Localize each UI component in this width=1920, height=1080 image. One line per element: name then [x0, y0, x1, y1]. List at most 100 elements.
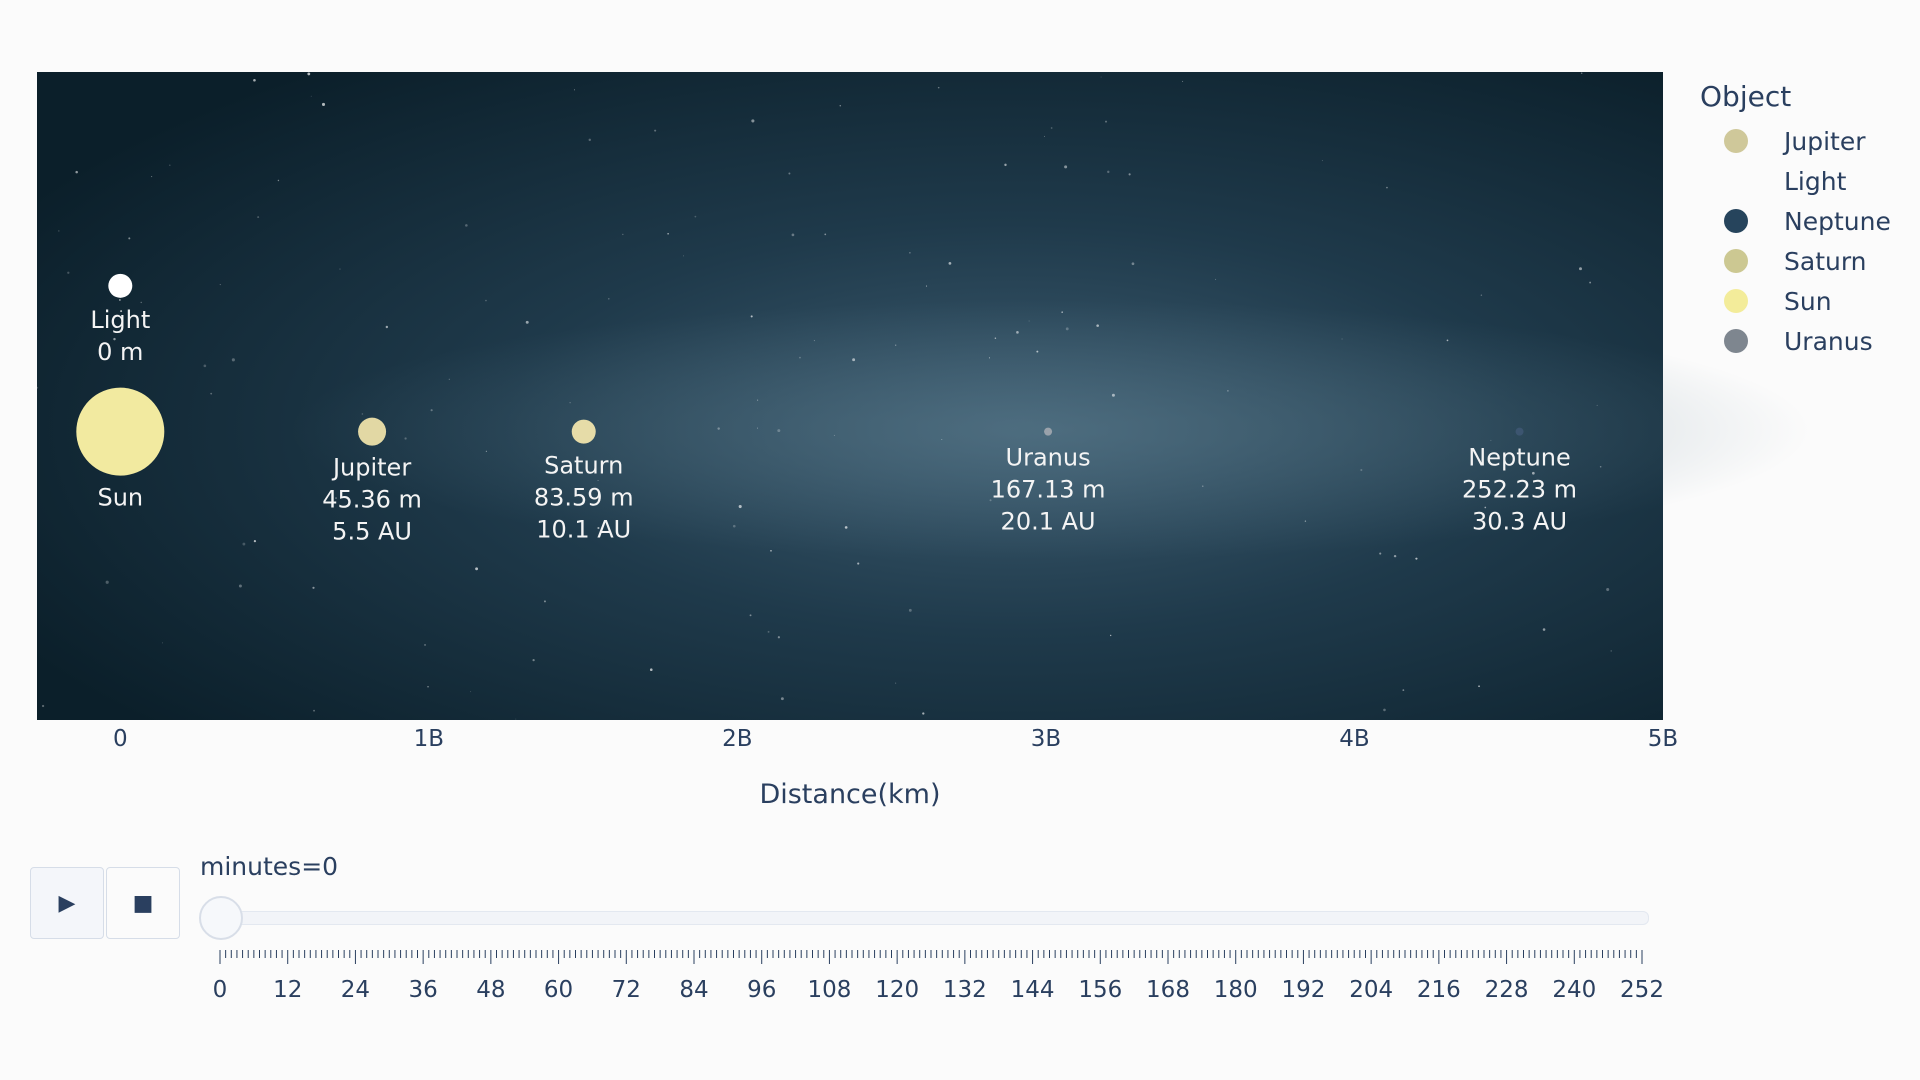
star-decoration [119, 299, 121, 301]
star-decoration [895, 682, 897, 684]
star-decoration [1004, 163, 1007, 167]
star-decoration [161, 642, 163, 644]
legend-item-label: Uranus [1784, 326, 1873, 356]
star-decoration [941, 438, 943, 441]
legend-item-saturn[interactable]: Saturn [1700, 241, 1891, 281]
star-decoration [339, 268, 341, 270]
slider-tick-label: 60 [544, 977, 573, 1003]
star-decoration [1379, 552, 1382, 555]
legend-title: Object [1700, 80, 1792, 113]
data-point-neptune[interactable] [1515, 427, 1524, 436]
legend-swatch [1724, 209, 1748, 233]
legend-swatch [1724, 169, 1748, 193]
star-decoration [253, 540, 257, 543]
point-label-uranus: 167.13 m [991, 476, 1106, 504]
star-decoration [385, 325, 389, 329]
star-decoration [994, 337, 997, 339]
star-decoration [1490, 439, 1492, 441]
point-label-saturn: 10.1 AU [536, 516, 631, 544]
star-decoration [852, 358, 856, 362]
star-decoration [128, 237, 131, 240]
star-decoration [525, 320, 529, 324]
slider-tick-label: 192 [1281, 977, 1325, 1003]
star-decoration [321, 102, 326, 106]
play-button[interactable]: ▶ [30, 867, 104, 939]
point-label-saturn: Saturn [544, 452, 623, 480]
point-group-saturn: Saturn 83.59 m 10.1 AU [534, 419, 634, 544]
data-point-light[interactable] [108, 273, 133, 298]
slider-rail[interactable] [205, 911, 1649, 925]
star-decoration [1480, 294, 1483, 296]
star-decoration [757, 399, 759, 401]
slider-tick-label: 12 [273, 977, 302, 1003]
star-decoration [210, 392, 213, 395]
star-decoration [465, 224, 468, 227]
star-decoration [683, 255, 684, 257]
data-point-uranus[interactable] [1044, 427, 1053, 436]
star-decoration [749, 614, 752, 617]
star-decoration [335, 497, 337, 499]
legend-item-jupiter[interactable]: Jupiter [1700, 121, 1891, 161]
slider-tick-label: 120 [875, 977, 919, 1003]
star-decoration [1064, 165, 1068, 169]
legend-item-light[interactable]: Light [1700, 161, 1891, 201]
legend-item-sun[interactable]: Sun [1700, 281, 1891, 321]
star-decoration [751, 119, 755, 123]
legend-item-uranus[interactable]: Uranus [1700, 321, 1891, 361]
star-decoration [1321, 159, 1324, 162]
data-point-jupiter[interactable] [358, 417, 387, 446]
point-label-light: 0 m [97, 338, 143, 366]
star-decoration [839, 104, 842, 107]
x-axis-title: Distance(km) [759, 779, 940, 810]
data-point-saturn[interactable] [571, 419, 596, 444]
star-decoration [1128, 173, 1131, 176]
star-decoration [105, 580, 109, 584]
point-label-jupiter: 45.36 m [322, 486, 422, 514]
star-decoration [588, 138, 591, 142]
star-decoration [1596, 404, 1598, 406]
star-decoration [1065, 327, 1069, 331]
star-decoration [75, 170, 78, 174]
star-decoration [1110, 634, 1112, 637]
star-decoration [569, 402, 571, 404]
star-decoration [767, 630, 770, 633]
star-decoration [404, 437, 407, 440]
star-decoration [113, 337, 116, 341]
slider-tick-label: 96 [747, 977, 776, 1003]
star-decoration [1599, 465, 1602, 468]
star-decoration [532, 659, 535, 662]
star-decoration [791, 233, 795, 237]
star-decoration [909, 251, 911, 254]
star-decoration [1061, 311, 1063, 313]
star-decoration [788, 172, 791, 175]
star-decoration [738, 504, 742, 509]
slider-tick-label: 84 [679, 977, 708, 1003]
star-decoration [1579, 267, 1582, 271]
star-decoration [1478, 685, 1480, 688]
star-decoration [41, 704, 45, 708]
star-decoration [813, 340, 815, 342]
star-decoration [922, 712, 925, 715]
star-decoration [470, 691, 472, 693]
star-decoration [1360, 468, 1363, 472]
point-group-sun: Sun [76, 387, 165, 512]
star-decoration [1402, 689, 1405, 692]
slider-knob[interactable] [199, 896, 243, 940]
star-decoration [948, 262, 952, 265]
slider-tick-label: 252 [1620, 977, 1664, 1003]
star-decoration [1100, 76, 1102, 78]
x-tick-label: 0 [113, 726, 128, 752]
slider-tick-label: 168 [1146, 977, 1190, 1003]
star-decoration [1182, 80, 1184, 83]
star-decoration [1036, 350, 1039, 353]
stop-button[interactable]: ■ [106, 867, 180, 939]
legend-item-neptune[interactable]: Neptune [1700, 201, 1891, 241]
star-decoration [824, 233, 827, 236]
star-decoration [219, 284, 221, 286]
star-decoration [312, 586, 315, 589]
data-point-sun[interactable] [76, 387, 165, 476]
point-group-uranus: Uranus 167.13 m 20.1 AU [991, 427, 1106, 536]
star-decoration [777, 429, 781, 433]
legend-item-label: Neptune [1784, 206, 1891, 236]
